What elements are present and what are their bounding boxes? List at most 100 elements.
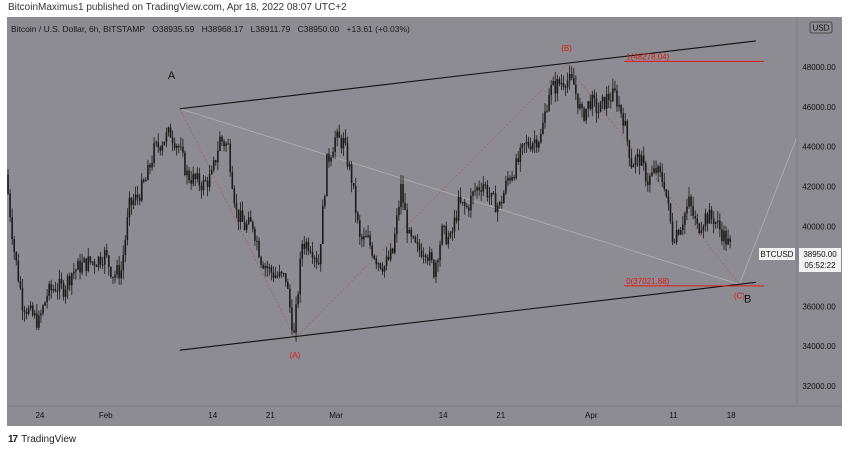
candle-body	[591, 94, 594, 109]
legend-c-label: C	[298, 24, 304, 34]
candle-body	[400, 184, 402, 208]
candle-body	[361, 236, 363, 240]
candle-body	[478, 187, 480, 191]
candle-body	[575, 84, 577, 94]
candle-body	[338, 131, 341, 138]
projection-line	[739, 136, 798, 285]
candle-body	[626, 120, 629, 141]
candle-body	[618, 104, 620, 107]
x-tick-label: Feb	[99, 411, 113, 420]
candle-body	[239, 210, 242, 222]
candle-body	[393, 233, 396, 253]
candle-body	[95, 265, 98, 267]
candle-body	[704, 213, 707, 227]
candle-body	[25, 312, 28, 314]
candle-body	[723, 230, 725, 242]
candle-body	[466, 206, 468, 208]
candle-body	[42, 305, 44, 314]
candle-body	[326, 153, 328, 197]
candle-body	[225, 143, 227, 147]
candle-body	[391, 248, 394, 253]
candle-body	[443, 225, 445, 227]
candle-body	[260, 257, 262, 265]
candle-body	[46, 295, 48, 303]
candle-body	[317, 262, 320, 265]
candle-body	[667, 196, 670, 204]
channel-lines[interactable]	[179, 40, 756, 351]
candle-body	[581, 103, 583, 109]
candle-body	[459, 196, 462, 203]
candle-body	[603, 96, 606, 109]
candle-body	[159, 147, 162, 151]
x-tick-label: Apr	[585, 411, 598, 420]
candle-body	[488, 196, 491, 198]
candle-body	[379, 263, 382, 269]
candle-body	[651, 172, 653, 176]
time-axis[interactable]: 24 Feb 14 21 Mar 14 21 Apr 11 18	[35, 411, 736, 420]
y-tick-label: 44000.00	[802, 143, 836, 152]
candle-body	[229, 143, 232, 173]
footer-brand[interactable]: 17 TradingView	[8, 432, 76, 446]
candle-body	[77, 260, 79, 270]
candle-body	[169, 127, 172, 138]
candle-body	[284, 273, 287, 283]
candle-body	[396, 215, 398, 234]
candle-body	[313, 257, 316, 259]
candle-body	[17, 260, 20, 282]
price-tag-value: 38950.00	[803, 250, 837, 259]
candle-body	[437, 260, 439, 263]
wave-line	[566, 64, 740, 285]
chart-area[interactable]: 1(48278.04) 0(37021.88) A (A) (B) (C) B Bitco…	[7, 17, 842, 426]
candle-body	[334, 137, 336, 152]
candle-body	[470, 195, 472, 211]
candle-body	[463, 201, 466, 207]
candle-body	[684, 213, 686, 225]
candle-body	[182, 146, 184, 153]
projection-line	[179, 108, 740, 285]
candle-body	[612, 88, 614, 102]
candle-body	[210, 170, 213, 175]
candle-body	[721, 229, 723, 242]
candle-body	[385, 256, 388, 267]
candle-body	[171, 137, 174, 143]
price-chart[interactable]: 1(48278.04) 0(37021.88) A (A) (B) (C) B Bitco…	[7, 17, 842, 426]
candle-body	[64, 289, 67, 297]
candle-body	[352, 183, 355, 186]
candle-body	[307, 241, 310, 252]
candle-body	[247, 217, 250, 224]
candle-body	[525, 141, 528, 144]
candle-body	[498, 201, 501, 206]
candle-body	[258, 240, 260, 258]
channel-upper-line	[179, 40, 756, 110]
candle-body	[54, 289, 57, 292]
candle-body	[13, 239, 16, 253]
candle-body	[531, 143, 534, 150]
candle-body	[461, 201, 464, 203]
candle-body	[521, 144, 524, 148]
candle-body	[122, 255, 125, 271]
candle-body	[371, 245, 373, 256]
candle-body	[480, 190, 483, 192]
candle-body	[622, 113, 624, 126]
legend-h-label: H	[202, 24, 208, 34]
candle-body	[359, 220, 361, 237]
candle-body	[714, 222, 717, 225]
candle-body	[97, 256, 100, 267]
candle-body	[593, 94, 596, 99]
candle-body	[161, 145, 164, 151]
candle-body	[120, 270, 122, 279]
candle-body	[328, 153, 330, 162]
candle-body	[332, 151, 334, 158]
candle-body	[408, 229, 411, 234]
publisher-header: BitcoinMaximus1 published on TradingView…	[0, 0, 850, 16]
fib-levels[interactable]: 1(48278.04) 0(37021.88)	[624, 52, 765, 287]
candle-body	[309, 251, 312, 253]
candle-body	[410, 229, 413, 237]
candle-body	[599, 101, 602, 113]
candle-body	[29, 305, 32, 309]
candle-body	[513, 176, 515, 179]
currency-badge[interactable]: USD	[809, 21, 833, 34]
candle-body	[184, 152, 186, 176]
candle-body	[414, 236, 417, 243]
candle-body	[143, 179, 145, 182]
